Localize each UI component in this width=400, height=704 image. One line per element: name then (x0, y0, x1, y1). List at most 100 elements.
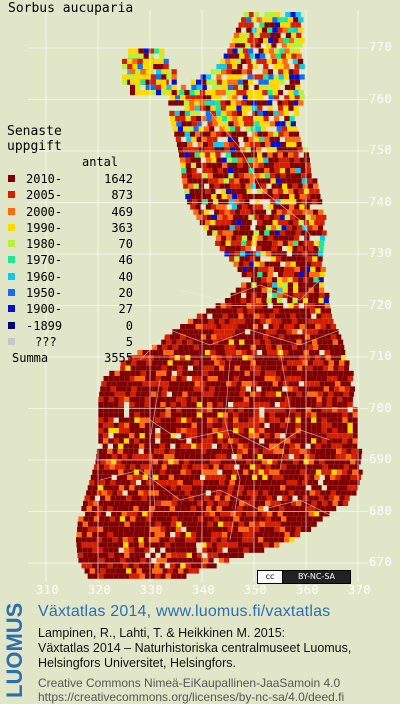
occurrence-cell (118, 417, 124, 423)
occurrence-cell (225, 100, 231, 106)
occurrence-cell (284, 64, 290, 70)
occurrence-cell (209, 459, 216, 465)
occurrence-cell (227, 308, 233, 314)
occurrence-cell (176, 428, 182, 434)
occurrence-cell (273, 38, 279, 44)
occurrence-cell (211, 469, 218, 475)
occurrence-cell (298, 188, 304, 194)
occurrence-cell (206, 324, 212, 330)
occurrence-cell (190, 490, 196, 496)
occurrence-cell (155, 417, 161, 423)
occurrence-cell (293, 105, 299, 111)
occurrence-cell (165, 428, 171, 434)
occurrence-cell (246, 272, 253, 278)
occurrence-cell (154, 469, 160, 475)
occurrence-cell (320, 308, 326, 314)
occurrence-cell (302, 495, 309, 501)
legend-row: 2000- 469 (7, 204, 133, 220)
occurrence-cell (194, 350, 200, 356)
occurrence-cell (265, 178, 271, 184)
occurrence-cell (259, 526, 265, 532)
occurrence-cell (101, 454, 107, 460)
occurrence-cell (312, 256, 318, 262)
occurrence-cell (311, 230, 317, 236)
occurrence-cell (140, 79, 146, 85)
occurrence-cell (332, 412, 338, 418)
occurrence-cell (222, 443, 228, 449)
occurrence-cell (307, 365, 313, 371)
occurrence-cell (270, 516, 276, 522)
occurrence-cell (250, 183, 256, 189)
occurrence-cell (245, 365, 251, 371)
occurrence-cell (223, 500, 229, 506)
occurrence-cell (170, 485, 177, 491)
occurrence-cell (324, 381, 330, 387)
occurrence-cell (212, 407, 218, 413)
occurrence-cell (210, 381, 216, 387)
occurrence-cell (268, 110, 274, 116)
occurrence-cell (297, 246, 303, 252)
occurrence-cell (233, 422, 239, 428)
occurrence-cell (168, 459, 174, 465)
occurrence-cell (265, 32, 271, 38)
occurrence-cell (309, 381, 315, 387)
occurrence-cell (222, 433, 228, 439)
occurrence-cell (174, 474, 180, 480)
occurrence-cell (103, 573, 109, 579)
occurrence-cell (211, 95, 217, 101)
coordinate-grid-lines (28, 10, 368, 582)
occurrence-cell (217, 526, 223, 532)
occurrence-cell (205, 152, 211, 158)
occurrence-cell (245, 147, 251, 153)
occurrence-cell (247, 194, 253, 200)
legend-period-label: 1970- (26, 253, 63, 268)
occurrence-cell (107, 542, 113, 548)
occurrence-cell (268, 95, 274, 101)
occurrence-cell (240, 344, 246, 350)
occurrence-cell (202, 199, 208, 205)
occurrence-cell (312, 209, 319, 215)
occurrence-cell (165, 417, 171, 423)
y-axis-label: 740 (369, 194, 393, 209)
occurrence-cell (258, 443, 264, 449)
occurrence-cell (236, 131, 242, 137)
occurrence-cell (285, 438, 291, 444)
occurrence-cell (321, 313, 327, 319)
occurrence-cell (119, 552, 125, 558)
occurrence-cell (102, 469, 108, 475)
x-axis-label: 360 (296, 583, 320, 597)
occurrence-cell (193, 126, 199, 132)
occurrence-cell (338, 464, 344, 470)
occurrence-cell (245, 43, 251, 49)
occurrence-cell (269, 433, 275, 439)
occurrence-cell (179, 90, 185, 96)
occurrence-cell (77, 547, 83, 553)
occurrence-cell (215, 69, 221, 75)
occurrence-cell (281, 318, 287, 324)
occurrence-cell (273, 95, 279, 101)
occurrence-cell (176, 402, 182, 408)
occurrence-cell (130, 370, 136, 376)
occurrence-cell (216, 194, 222, 200)
occurrence-cell (248, 22, 255, 28)
occurrence-cell (273, 131, 279, 137)
occurrence-cell (118, 542, 124, 548)
occurrence-cell (131, 459, 138, 465)
occurrence-cell (219, 209, 225, 215)
occurrence-cell (241, 100, 247, 106)
occurrence-cell (310, 334, 316, 340)
occurrence-cell (308, 459, 314, 465)
occurrence-cell (207, 199, 214, 205)
occurrence-cell (264, 376, 270, 382)
occurrence-cell (100, 568, 106, 574)
occurrence-cell (134, 485, 140, 491)
occurrence-cell (160, 396, 166, 402)
occurrence-cell (196, 443, 202, 449)
occurrence-cell (86, 542, 93, 548)
occurrence-cell (212, 438, 218, 444)
occurrence-cell (269, 417, 275, 423)
occurrence-cell (262, 474, 268, 480)
occurrence-cell (285, 12, 291, 18)
occurrence-cell (160, 412, 166, 418)
occurrence-cell (227, 469, 233, 475)
